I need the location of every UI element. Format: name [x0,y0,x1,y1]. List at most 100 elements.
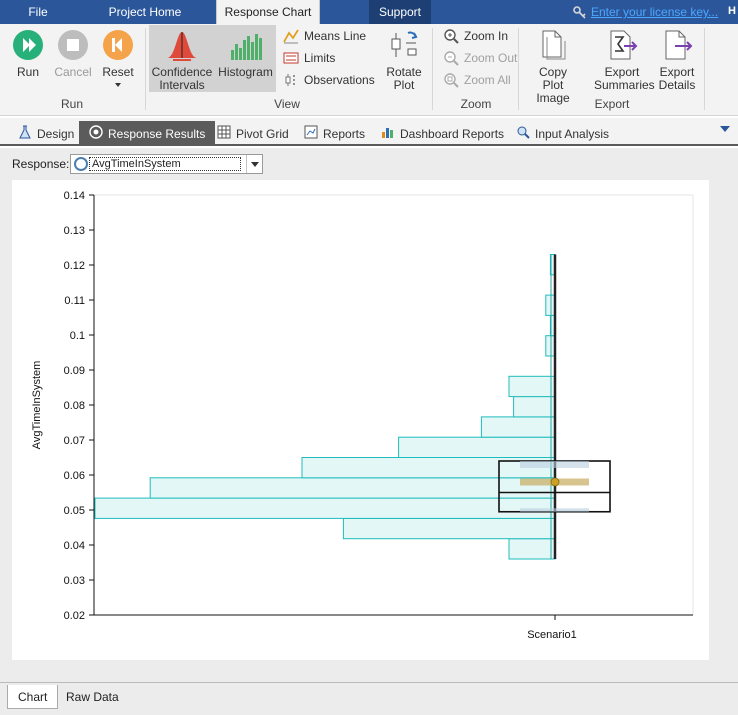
tab-dashboard-reports[interactable]: Dashboard Reports [371,121,514,146]
y-tick-label: 0.03 [64,575,85,587]
tab-support[interactable]: Support [369,0,431,24]
reset-dropdown-icon[interactable] [115,83,121,87]
zoom-all-icon [443,72,459,88]
tab-menu-dropdown-icon[interactable] [720,126,730,132]
zoom-in-icon [443,28,459,44]
plot-area [93,194,694,616]
response-label: Response: [12,157,70,171]
y-tick-label: 0.06 [64,470,85,482]
run-label: Run [16,65,39,79]
dashboard-icon [381,125,395,142]
tab-chart[interactable]: Chart [7,685,59,709]
means-line-label: Means Line [304,29,367,43]
tab-reports[interactable]: Reports [294,121,375,146]
histogram-bar [545,335,556,357]
run-button[interactable]: Run [9,28,47,79]
tab-file[interactable]: File [28,5,48,19]
y-tick-label: 0.09 [64,365,85,377]
flask-icon [18,125,32,142]
response-dropdown[interactable]: AvgTimeInSystem [70,154,263,174]
tab-dashboard-reports-label: Dashboard Reports [400,126,505,141]
zoom-out-button[interactable]: Zoom Out [443,48,517,68]
histogram-label: Histogram [218,65,273,79]
help-label[interactable]: H [728,5,736,17]
tab-pivot-grid[interactable]: Pivot Grid [207,121,299,146]
response-icon [74,157,88,171]
confidence-intervals-button[interactable]: Confidence Intervals [149,25,215,92]
tab-pivot-grid-label: Pivot Grid [236,126,289,141]
report-icon [304,125,318,142]
chart-area: 0.02 0.03 0.04 0.05 0.06 0.07 0.08 0.09 0.1 0.11 0… [12,180,709,660]
y-tick-label: 0.1 [70,330,85,342]
rotate-plot-button[interactable]: Rotate Plot [383,28,425,92]
export-details-button[interactable]: Export Details [656,28,698,92]
reset-button[interactable]: Reset [99,28,137,87]
license-link[interactable]: Enter your license key... [591,5,719,19]
group-separator [518,28,519,110]
histogram-button[interactable]: Histogram [215,25,276,92]
export-summaries-button[interactable]: Export Summaries [594,28,655,92]
export-summaries-label: Export Summaries [594,65,655,92]
run-icon [11,28,45,62]
export-details-icon [660,28,694,62]
histogram-bar [480,416,556,438]
license-area: Enter your license key... [573,0,718,24]
grid-icon [217,125,231,142]
tab-design-label: Design [37,126,75,141]
response-bar: Response: AvgTimeInSystem [0,148,738,180]
y-axis-title: AvgTimeInSystem [31,361,43,450]
group-separator [704,28,705,110]
tab-input-analysis-label: Input Analysis [535,126,610,141]
ribbon-tab-bar: File Project Home Response Chart Support… [0,0,738,24]
zoom-group-label: Zoom [460,97,492,111]
tab-design[interactable]: Design [8,121,84,146]
histogram-bar [513,396,556,418]
histogram-bar [508,538,556,560]
tab-response-chart[interactable]: Response Chart [216,0,320,24]
limits-icon [283,50,299,66]
histogram-bar [342,517,556,540]
zoom-out-label: Zoom Out [464,51,518,65]
cancel-button[interactable]: Cancel [53,28,93,79]
view-group-label: View [274,97,300,111]
bell-curve-icon [165,28,199,62]
target-icon [89,125,103,142]
observations-button[interactable]: Observations [283,70,375,90]
bottom-tabs: Chart Raw Data [0,682,738,715]
copy-document-icon [536,28,570,62]
tab-raw-data[interactable]: Raw Data [66,690,119,704]
means-line-button[interactable]: Means Line [283,26,366,46]
group-separator [145,28,146,110]
tab-response-results-label: Response Results [108,126,206,141]
zoom-in-button[interactable]: Zoom In [443,26,508,46]
tab-input-analysis[interactable]: Input Analysis [506,121,619,146]
y-tick-label: 0.11 [64,295,85,307]
mean-marker [550,477,560,487]
y-tick-label: 0.13 [64,225,85,237]
limits-label: Limits [304,51,336,65]
zoom-in-label: Zoom In [464,29,509,43]
license-key-icon [573,5,587,19]
reset-icon [101,28,135,62]
cancel-label: Cancel [54,65,92,79]
y-tick-label: 0.14 [64,190,85,202]
response-value: AvgTimeInSystem [89,157,241,171]
y-tick-label: 0.02 [64,610,85,622]
tab-response-results[interactable]: Response Results [79,121,216,146]
upper-ci-band [520,461,589,468]
export-group-label: Export [594,97,630,111]
analysis-icon [516,125,530,142]
means-line-icon [283,28,299,44]
zoom-all-button[interactable]: Zoom All [443,70,511,90]
y-tick-label: 0.07 [64,435,85,447]
observations-label: Observations [304,73,375,87]
chevron-down-icon[interactable] [246,155,262,173]
y-tick-label: 0.04 [64,540,85,552]
limits-button[interactable]: Limits [283,48,335,68]
histogram-icon [229,28,263,62]
run-group-label: Run [60,97,83,111]
copy-plot-image-button[interactable]: Copy Plot Image [528,28,578,105]
response-chart: 0.02 0.03 0.04 0.05 0.06 0.07 0.08 0.09 0.1 0.11 0… [31,190,694,641]
tab-project-home[interactable]: Project Home [108,5,182,19]
